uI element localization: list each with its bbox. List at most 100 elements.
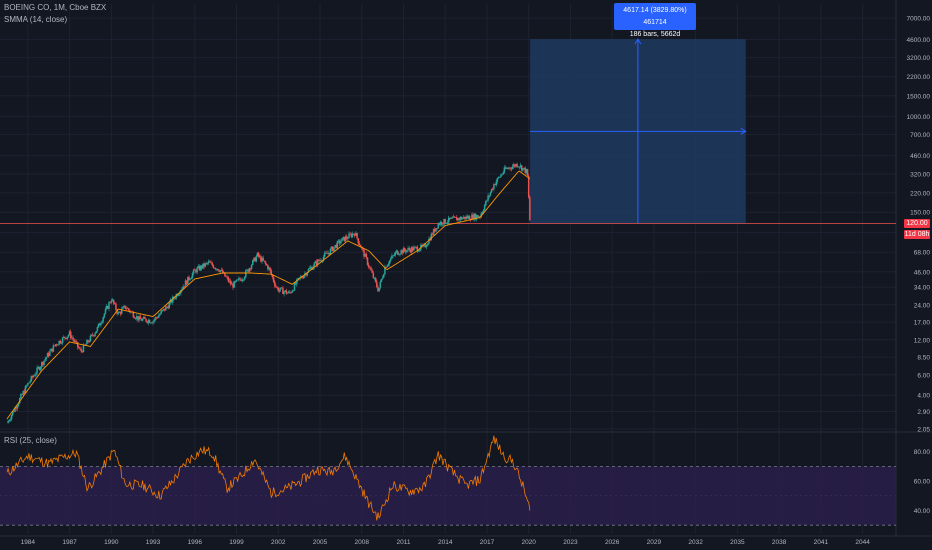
candle-body[interactable] [231, 283, 233, 285]
candle-body[interactable] [468, 216, 471, 220]
candle-body[interactable] [123, 305, 125, 308]
candle-body[interactable] [198, 266, 201, 271]
candle-body[interactable] [234, 281, 237, 283]
candle-body[interactable] [294, 283, 297, 285]
candle-body[interactable] [519, 165, 522, 168]
candle-body[interactable] [486, 200, 488, 202]
candle-body[interactable] [64, 336, 66, 339]
candle-body[interactable] [514, 164, 516, 167]
candle-body[interactable] [471, 214, 473, 220]
candle-body[interactable] [114, 303, 116, 305]
candle-body[interactable] [9, 419, 12, 421]
candle-body[interactable] [147, 320, 150, 323]
candle-body[interactable] [408, 248, 411, 250]
candle-body[interactable] [22, 391, 24, 395]
candle-body[interactable] [58, 340, 60, 345]
candle-body[interactable] [406, 250, 408, 253]
candle-body[interactable] [461, 218, 464, 220]
candle-body[interactable] [31, 376, 34, 378]
candle-body[interactable] [355, 232, 357, 236]
candle-body[interactable] [161, 310, 164, 311]
candle-body[interactable] [25, 385, 28, 387]
candle-body[interactable] [63, 336, 65, 338]
candle-body[interactable] [188, 276, 190, 280]
candle-body[interactable] [269, 267, 271, 271]
candle-body[interactable] [293, 283, 296, 291]
candle-body[interactable] [475, 215, 478, 220]
candle-body[interactable] [504, 167, 507, 169]
candle-body[interactable] [116, 309, 118, 314]
candle-body[interactable] [159, 313, 161, 316]
candle-body[interactable] [87, 340, 89, 342]
candle-body[interactable] [384, 267, 386, 275]
candle-body[interactable] [34, 375, 36, 377]
candle-body[interactable] [450, 217, 452, 219]
candle-body[interactable] [442, 224, 444, 226]
candle-body[interactable] [305, 273, 307, 276]
candle-body[interactable] [516, 164, 518, 167]
candle-body[interactable] [425, 245, 428, 248]
candle-body[interactable] [431, 233, 434, 235]
candle-body[interactable] [228, 280, 231, 282]
candle-body[interactable] [410, 247, 413, 253]
candle-body[interactable] [226, 276, 228, 278]
candle-body[interactable] [453, 216, 456, 218]
candle-body[interactable] [8, 420, 11, 422]
candle-body[interactable] [45, 357, 48, 359]
candle-body[interactable] [61, 337, 64, 343]
candle-body[interactable] [71, 337, 73, 339]
candle-body[interactable] [112, 299, 115, 304]
candle-body[interactable] [122, 307, 124, 309]
candle-body[interactable] [333, 247, 335, 252]
candle-body[interactable] [30, 376, 33, 382]
candle-body[interactable] [95, 331, 97, 334]
candle-body[interactable] [401, 250, 404, 254]
rsi-axis[interactable]: 80.00 60.00 40.00 [914, 449, 931, 515]
candle-body[interactable] [320, 260, 322, 261]
candle-body[interactable] [166, 306, 168, 308]
candle-body[interactable] [354, 234, 356, 236]
candle-body[interactable] [117, 312, 120, 314]
candle-body[interactable] [89, 335, 92, 342]
candle-body[interactable] [280, 287, 283, 289]
candle-body[interactable] [338, 240, 341, 244]
candle-body[interactable] [344, 236, 347, 242]
candle-body[interactable] [328, 252, 331, 255]
candle-body[interactable] [218, 270, 220, 272]
candle-body[interactable] [379, 281, 382, 288]
candle-body[interactable] [120, 308, 123, 314]
candle-body[interactable] [40, 362, 43, 367]
candle-body[interactable] [407, 248, 409, 251]
candle-body[interactable] [242, 279, 245, 281]
candle-body[interactable] [270, 270, 273, 275]
candle-body[interactable] [79, 348, 81, 350]
candle-body[interactable] [144, 317, 146, 319]
candle-body[interactable] [276, 286, 278, 289]
candle-body[interactable] [53, 345, 56, 347]
candle-body[interactable] [7, 421, 9, 424]
candle-body[interactable] [98, 323, 101, 326]
candle-body[interactable] [292, 290, 295, 292]
candle-body[interactable] [181, 288, 183, 291]
candle-body[interactable] [380, 279, 383, 282]
candle-body[interactable] [257, 252, 260, 257]
candle-body[interactable] [323, 253, 326, 257]
candle-body[interactable] [66, 336, 68, 339]
candle-body[interactable] [23, 391, 26, 394]
smma-line[interactable] [6, 170, 531, 420]
candle-body[interactable] [383, 274, 385, 278]
candle-body[interactable] [452, 216, 455, 218]
candle-body[interactable] [509, 167, 511, 169]
candle-body[interactable] [430, 233, 433, 241]
candle-body[interactable] [282, 287, 284, 295]
candle-body[interactable] [170, 299, 173, 303]
candle-body[interactable] [392, 255, 394, 257]
candle-body[interactable] [148, 320, 151, 323]
candle-body[interactable] [277, 288, 280, 292]
candle-body[interactable] [134, 318, 137, 320]
candle-body[interactable] [209, 261, 211, 263]
candle-body[interactable] [386, 265, 388, 268]
candle-body[interactable] [145, 318, 147, 322]
candle-body[interactable] [459, 217, 462, 220]
